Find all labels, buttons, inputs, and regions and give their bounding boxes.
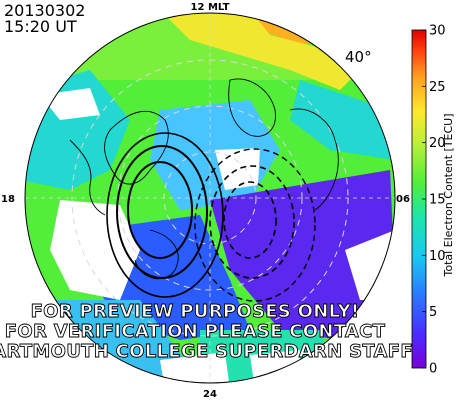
mlt-label-left: 18: [1, 194, 15, 205]
time-label: 15:20 UT: [4, 17, 77, 36]
contour-negative-3: [194, 148, 316, 302]
polar-tec-map: [24, 12, 396, 384]
colorbar-ticks: 0 5 10 15 20 25 30: [422, 24, 446, 377]
contour-positive-3: [106, 132, 224, 298]
colorbar-tick-label: 20: [429, 136, 446, 151]
coastlines: [69, 78, 339, 280]
colorbar-title: Total Electron Content [TECU]: [442, 113, 455, 277]
potential-contours: [106, 132, 316, 302]
contour-positive-1: [127, 161, 193, 259]
latitude-label: 40°: [345, 48, 372, 66]
contour-negative-1: [223, 181, 277, 259]
watermark-line-2: FOR VERIFICATION PLEASE CONTACT: [5, 321, 386, 342]
colorbar-tick-label: 15: [429, 193, 446, 208]
watermark-line-3: DARTMOUTH COLLEGE SUPERDARN STAFF: [0, 341, 413, 362]
mlt-label-right: 06: [396, 194, 410, 205]
mlt-meridians: [25, 13, 395, 383]
contour-positive-2: [116, 145, 208, 279]
colorbar: 0 5 10 15 20 25 30 Total Electron Content [TEC…: [411, 24, 455, 377]
tec-region-cyan-right: [290, 80, 395, 160]
colorbar-tick-label: 5: [429, 305, 437, 320]
mlt-label-bottom: 24: [203, 389, 217, 400]
colorbar-tick-label: 0: [429, 362, 437, 377]
contour-negative-2: [209, 165, 295, 279]
colorbar-tick-label: 25: [429, 80, 446, 95]
date-label: 20130302: [4, 1, 85, 20]
colorbar-tick-label: 30: [429, 24, 446, 39]
preview-watermark: FOR PREVIEW PURPOSES ONLY! FOR VERIFICAT…: [0, 301, 413, 363]
mlt-label-top: 12 MLT: [191, 2, 230, 13]
colorbar-tick-label: 10: [429, 249, 446, 264]
map-disc-border: [24, 12, 396, 384]
tec-region-night-purple: [210, 170, 395, 340]
watermark-line-1: FOR PREVIEW PURPOSES ONLY!: [31, 301, 360, 322]
